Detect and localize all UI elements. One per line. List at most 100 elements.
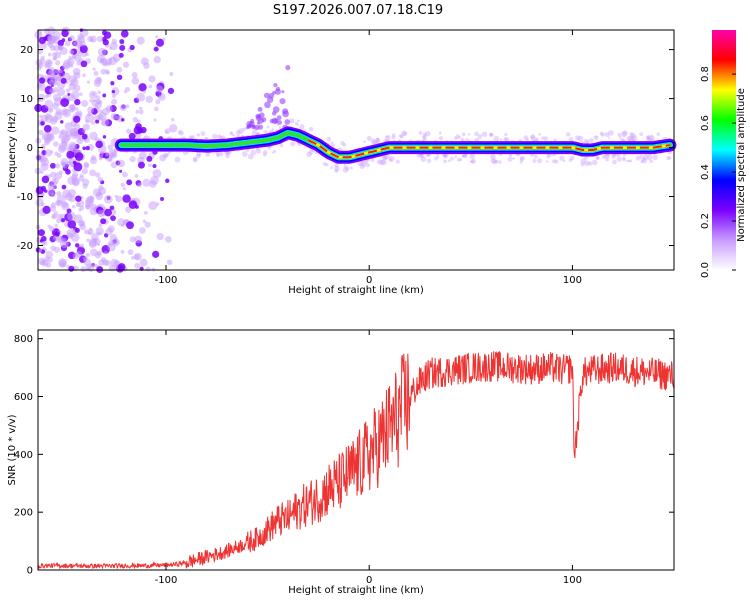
spectrogram-halo-blob <box>225 154 230 159</box>
spectrogram-halo-blob <box>640 160 644 164</box>
spectrogram-noise-blob <box>88 240 97 248</box>
spectrogram-noise-blob <box>119 39 125 44</box>
spectrogram-noise-blob <box>50 171 57 178</box>
chart-title: S197.2026.007.07.18.C19 <box>273 3 443 18</box>
spectrogram-streak-blob <box>271 111 277 116</box>
spectrogram-noise-blob <box>155 85 164 93</box>
spectrogram-halo-blob <box>215 151 221 156</box>
spectrogram-noise-blob <box>43 28 50 34</box>
spectrogram-noise-blob <box>66 150 75 159</box>
spectrogram-halo-blob <box>617 132 621 137</box>
spectrogram-noise-blob <box>78 208 82 212</box>
spectrogram-noise-blob <box>120 182 125 188</box>
spectrogram-halo-blob <box>363 159 369 164</box>
spectrogram-halo-blob <box>200 131 206 137</box>
spectrogram-halo-blob <box>419 153 424 159</box>
spectrogram-noise-blob <box>65 88 71 93</box>
spectrogram-streak-blob <box>273 83 278 88</box>
spectrogram-halo-blob <box>447 159 451 163</box>
spectrogram-noise-blob <box>61 202 70 211</box>
snr-xtick-label: 0 <box>366 575 372 586</box>
spectrogram-noise-blob <box>92 67 96 71</box>
spectrogram-noise-blob <box>81 133 88 140</box>
spectrogram-halo-blob <box>325 163 329 167</box>
spectrogram-halo-blob <box>565 132 571 137</box>
spectrogram-noise-blob <box>119 44 126 51</box>
spectrogram-noise-blob <box>95 140 103 149</box>
spectrogram-halo-blob <box>622 156 626 160</box>
spectrogram-noise-blob <box>134 262 141 269</box>
spectrogram-halo-blob <box>383 156 388 161</box>
spectrogram-noise-blob <box>55 200 61 206</box>
spectrogram-noise-blob <box>102 39 109 46</box>
spectrogram-halo-blob <box>386 135 389 139</box>
spectrogram-halo-blob <box>381 154 388 161</box>
spectrogram-noise-blob <box>110 81 115 86</box>
spectrogram-noise-blob <box>111 89 116 94</box>
spectrogram-noise-blob <box>140 126 147 134</box>
spectrogram-halo-blob <box>580 158 587 164</box>
spectrogram-halo-blob <box>553 138 557 142</box>
spectrogram-halo-blob <box>278 125 282 129</box>
spectrogram-ridge <box>114 126 677 164</box>
spectrogram-halo-blob <box>218 151 224 157</box>
spectrogram-halo-blob <box>629 132 634 137</box>
spectrogram-noise-blob <box>37 129 44 136</box>
spectrogram-halo-blob <box>400 134 404 139</box>
spectrogram-halo-blob <box>296 123 300 126</box>
spectrogram-noise-blob <box>62 189 71 198</box>
spectrogram-halo-blob <box>604 153 610 159</box>
spectrogram-halo-blob <box>398 134 403 138</box>
spectrogram-noise-blob <box>79 220 85 227</box>
spectrogram-noise-blob <box>53 80 58 86</box>
spectrogram-noise-blob <box>93 71 99 76</box>
spectrogram-noise-blob <box>79 44 88 54</box>
spectrogram-noise-blob <box>56 75 62 82</box>
spectrogram-noise-blob <box>40 170 44 174</box>
spectrogram-noise-blob <box>44 99 54 109</box>
spectrogram-noise-blob <box>111 87 120 96</box>
spectrogram-noise-blob <box>53 211 58 216</box>
spectrogram-noise-blob <box>126 221 135 230</box>
spectrogram-noise-blob <box>46 132 54 140</box>
spectrogram-noise-blob <box>60 218 66 223</box>
spectrogram-noise-blob <box>82 128 86 133</box>
spectrogram-noise-blob <box>83 161 90 168</box>
spectrogram-halo-blob <box>255 131 260 136</box>
spectrogram-halo-blob <box>371 140 377 145</box>
spectrogram-halo-blob <box>519 157 524 161</box>
spectrogram-halo-blob <box>205 152 210 157</box>
spectrogram-halo-blob <box>177 129 183 135</box>
spectrogram-ytick-label: -20 <box>17 241 33 252</box>
spectrogram-halo-blob <box>420 156 427 162</box>
spectrogram-halo-blob <box>593 135 599 140</box>
spectrogram-noise-blob <box>89 169 97 177</box>
spectrogram-halo-blob <box>533 154 538 159</box>
spectrogram-ytick-label: 20 <box>20 45 33 56</box>
spectrogram-noise-blob <box>129 44 135 51</box>
spectrogram-noise-blob <box>61 184 67 190</box>
spectrogram-noise-blob <box>119 104 127 112</box>
spectrogram-halo-blob <box>216 153 220 158</box>
spectrogram-halo-blob <box>289 118 295 124</box>
spectrogram-halo-blob <box>164 130 169 134</box>
spectrogram-noise-blob <box>75 107 79 111</box>
spectrogram-halo-blob <box>465 137 469 141</box>
snr-x-label: Height of straight line (km) <box>288 585 424 596</box>
spectrogram-noise-blob <box>82 73 86 77</box>
spectrogram-noise-blob <box>100 218 107 225</box>
spectrogram-noise-blob <box>97 243 101 247</box>
spectrogram-noise-blob <box>106 71 110 75</box>
spectrogram-halo-blob <box>584 160 590 166</box>
spectrogram-halo-blob <box>546 155 550 159</box>
spectrogram-halo-blob <box>436 155 440 159</box>
spectrogram-streak-blob <box>247 124 252 128</box>
spectrogram-noise-blob <box>51 184 57 190</box>
spectrogram-halo-blob <box>545 160 549 163</box>
spectrogram-halo-blob <box>375 137 380 143</box>
spectrogram-noise-blob <box>129 236 136 243</box>
spectrogram-halo-blob <box>438 135 444 141</box>
spectrogram-noise-blob <box>71 204 76 209</box>
spectrogram-noise-blob <box>35 153 45 162</box>
spectrogram-halo-blob <box>646 154 653 161</box>
